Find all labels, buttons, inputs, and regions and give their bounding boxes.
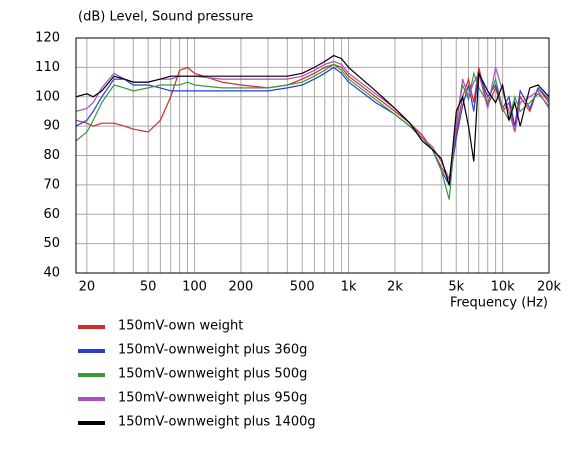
series-line <box>76 63 549 200</box>
legend-label: 150mV-ownweight plus 360g <box>118 343 307 358</box>
x-tick-label: 50 <box>140 280 157 295</box>
x-tick-label: 1k <box>341 280 357 295</box>
y-tick-label: 110 <box>35 60 60 75</box>
legend-label: 150mV-ownweight plus 500g <box>118 367 307 382</box>
x-tick-label: 200 <box>229 280 254 295</box>
x-tick-label: 5k <box>448 280 464 295</box>
plot-border <box>75 37 550 274</box>
series-line <box>76 54 549 186</box>
x-tick-label: 2k <box>387 280 403 295</box>
y-axis-label: (dB) Level, Sound pressure <box>78 10 253 25</box>
y-tick-label: 70 <box>43 177 60 192</box>
x-tick-label: 20 <box>79 280 96 295</box>
series-line <box>76 66 549 187</box>
legend-label: 150mV-ownweight plus 950g <box>118 391 307 406</box>
y-tick-label: 50 <box>43 236 60 251</box>
y-tick-label: 60 <box>43 207 60 222</box>
y-tick-label: 120 <box>35 31 60 46</box>
y-tick-label: 100 <box>35 89 60 104</box>
series-line <box>76 63 549 181</box>
legend-label: 150mV-ownweight plus 1400g <box>118 415 316 430</box>
x-tick-label: 20k <box>537 280 562 295</box>
x-tick-label: 500 <box>290 280 315 295</box>
y-tick-label: 90 <box>43 119 60 134</box>
x-axis-label: Frequency (Hz) <box>450 296 548 311</box>
x-tick-label: 100 <box>182 280 207 295</box>
x-tick-label: 10k <box>491 280 516 295</box>
y-tick-label: 80 <box>43 148 60 163</box>
y-tick-label: 40 <box>43 266 60 281</box>
lines <box>76 54 549 200</box>
legend-label: 150mV-own weight <box>118 319 243 334</box>
